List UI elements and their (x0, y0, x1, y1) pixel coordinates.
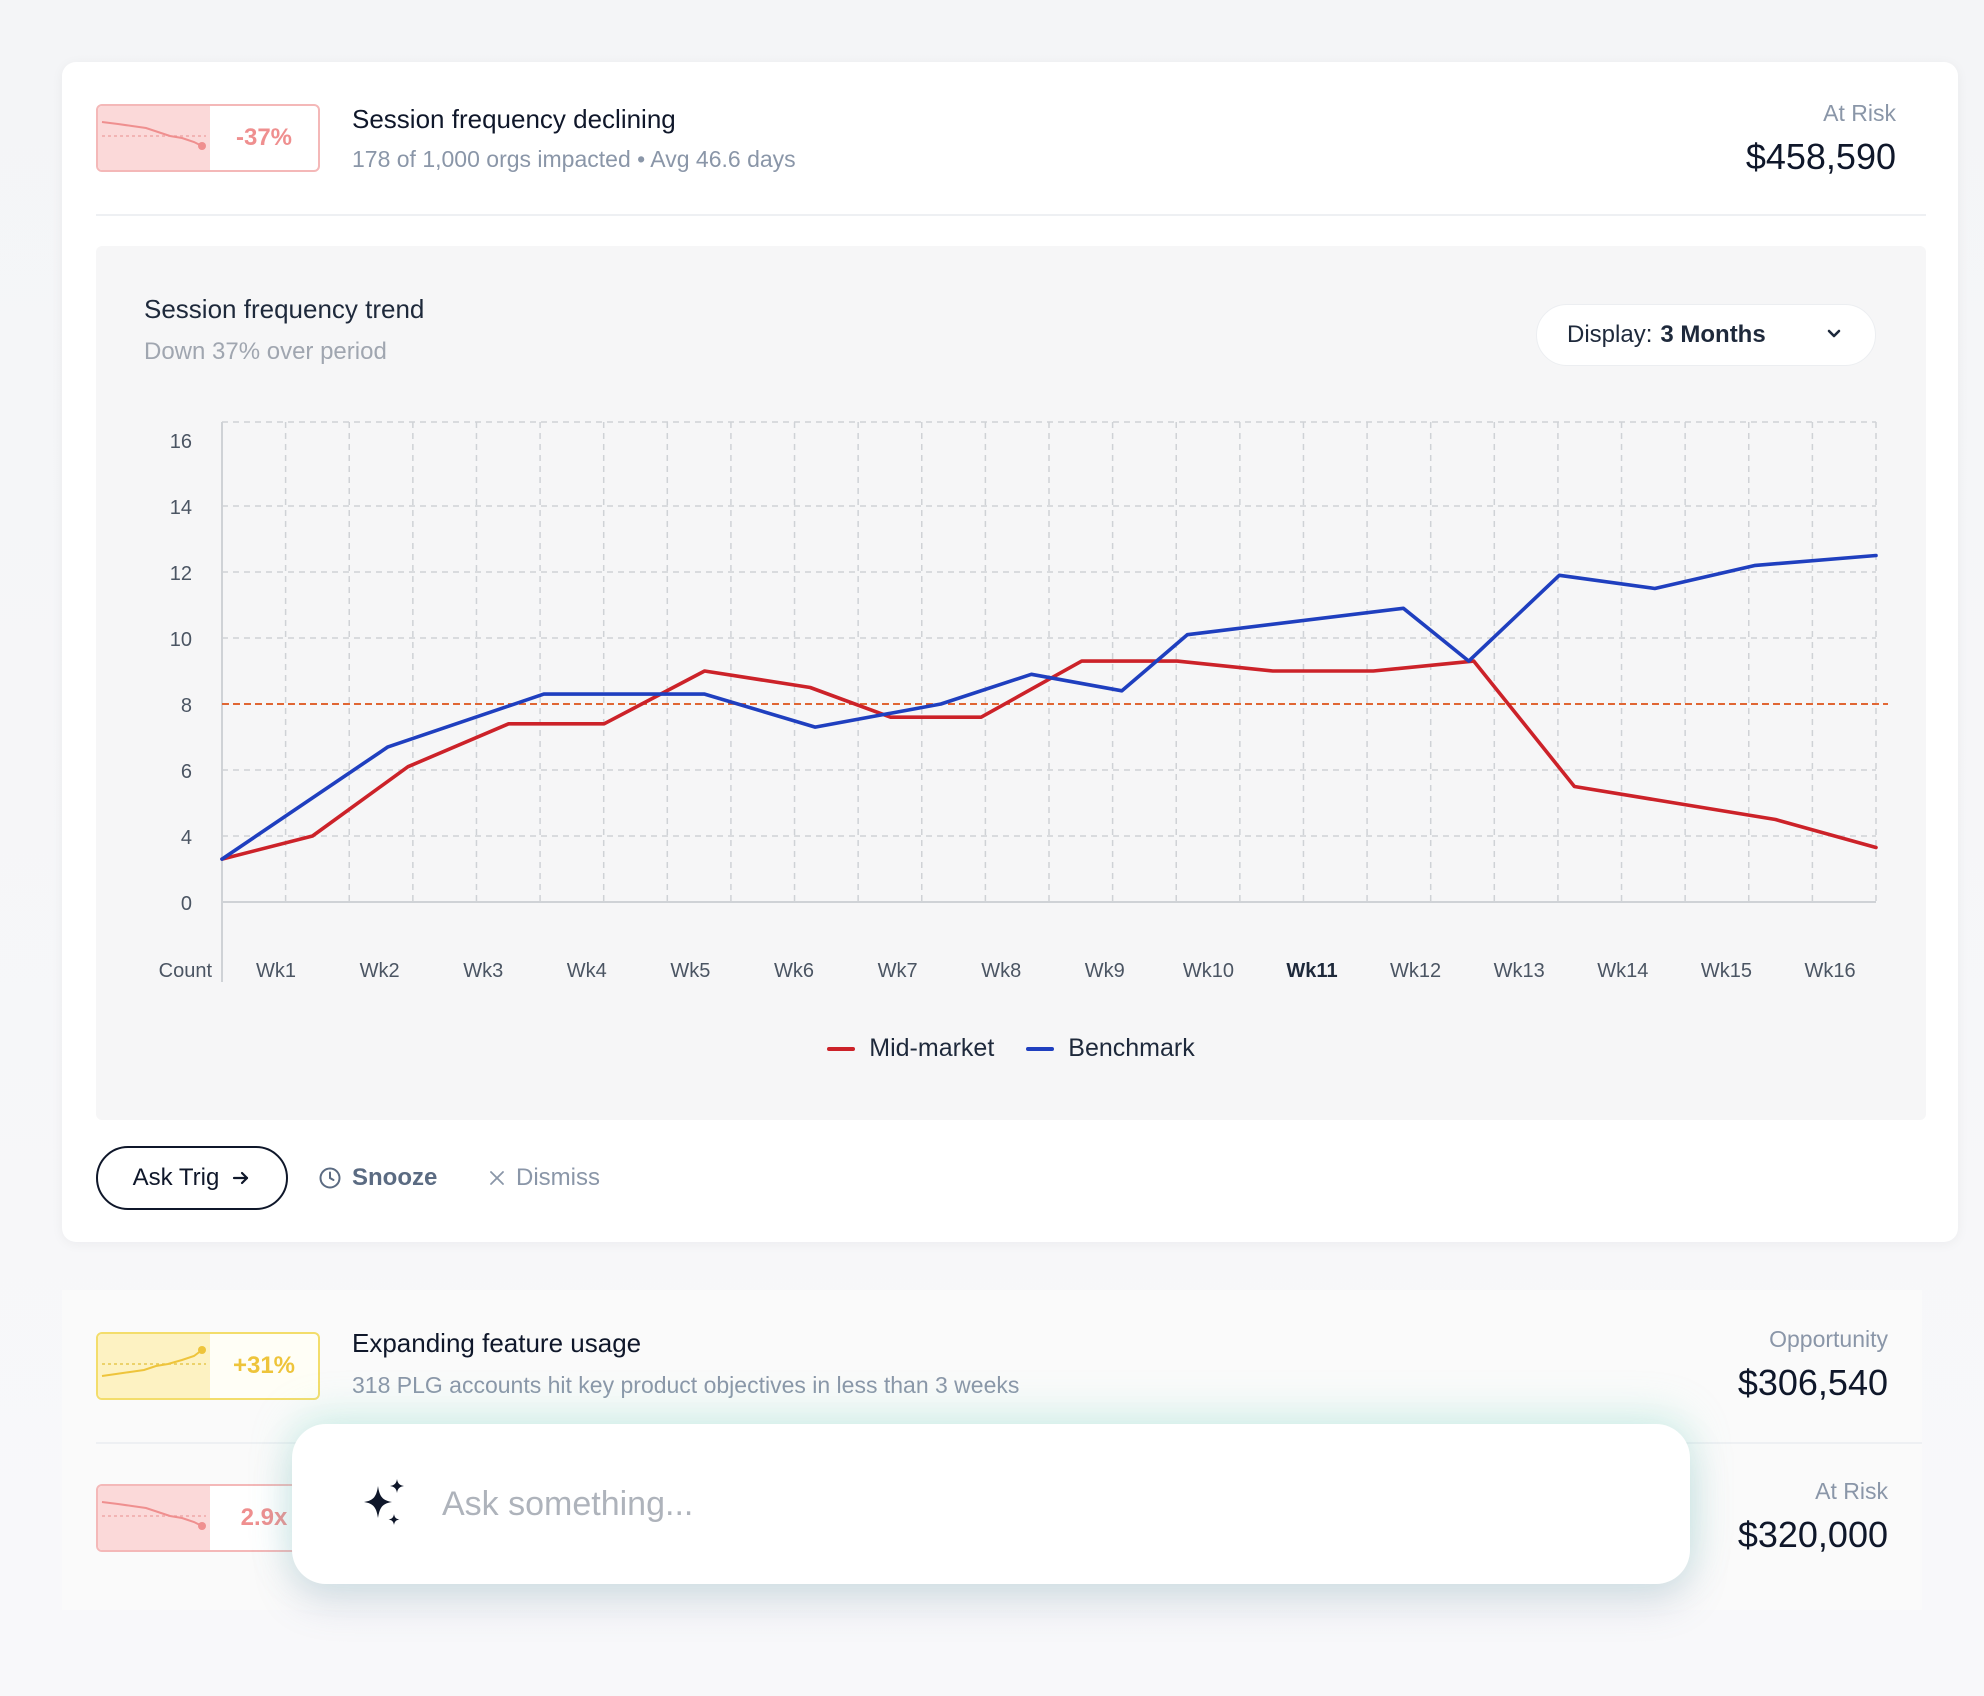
trend-badge-value: +31% (232, 1352, 296, 1379)
chart-legend: Mid-market Benchmark (96, 1034, 1926, 1063)
display-select-label: Display: (1567, 321, 1653, 348)
legend-swatch (827, 1046, 856, 1051)
sparkline-plot (98, 106, 210, 170)
ask-input[interactable] (442, 1464, 1622, 1544)
display-range-select[interactable]: Display: 3 Months (1536, 304, 1876, 366)
x-tick-label: Wk14 (1597, 960, 1648, 982)
y-tick-label: 14 (170, 497, 192, 519)
snooze-label: Snooze (352, 1164, 438, 1191)
series-line-benchmark (220, 553, 1878, 861)
x-tick-label: Wk1 (256, 960, 296, 982)
alert-subtitle: 178 of 1,000 orgs impacted • Avg 46.6 da… (352, 146, 796, 172)
arrow-right-icon (233, 1171, 249, 1185)
series-line-mid-market (220, 659, 1878, 861)
y-tick-label: 0 (181, 893, 192, 915)
y-tick-label: 12 (170, 563, 192, 585)
x-tick-label: Wk2 (360, 960, 400, 982)
legend-label: Mid-market (869, 1034, 995, 1062)
x-tick-label: Wk13 (1494, 960, 1545, 982)
ask-trig-label: Ask Trig (132, 1164, 220, 1191)
x-tick-label: Wk12 (1390, 960, 1441, 982)
chart-subtitle: Down 37% over period (144, 338, 387, 365)
legend-item: Benchmark (1026, 1034, 1195, 1063)
x-tick-label: Wk15 (1701, 960, 1752, 982)
sparkle-icon (364, 1479, 404, 1525)
trend-badge-value: -37% (235, 124, 293, 151)
y-tick-label: 8 (181, 695, 192, 717)
chevron-down-icon (1827, 329, 1841, 338)
display-select-value: 3 Months (1660, 321, 1766, 348)
trend-badge-value: 2.9x (240, 1504, 288, 1531)
metric-value: $458,590 (1745, 136, 1896, 177)
metric-label: At Risk (1815, 1478, 1888, 1504)
metric-label: At Risk (1823, 100, 1896, 126)
trend-sparkline-badge: 2.9x (96, 1484, 320, 1552)
x-tick-label: Wk11 (1286, 960, 1337, 982)
trend-sparkline-badge: +31% (96, 1332, 320, 1400)
header-divider (96, 214, 1926, 216)
y-tick-label: 16 (170, 431, 192, 453)
y-tick-label: 4 (181, 827, 192, 849)
close-icon (490, 1171, 504, 1185)
dismiss-label: Dismiss (516, 1164, 600, 1191)
sparkline-plot (98, 1486, 210, 1550)
legend-label: Benchmark (1068, 1034, 1195, 1062)
x-tick-label: Wk4 (567, 960, 607, 982)
legend-item: Mid-market (827, 1034, 994, 1063)
x-tick-label: Wk6 (774, 960, 814, 982)
x-tick-label: Wk9 (1085, 960, 1125, 982)
dismiss-button[interactable]: Dismiss (488, 1150, 600, 1206)
ask-trig-button[interactable]: Ask Trig (96, 1146, 288, 1210)
x-tick-label: Wk8 (981, 960, 1021, 982)
y-tick-label: 6 (181, 761, 192, 783)
chart-title: Session frequency trend (144, 294, 425, 324)
y-axis-label: Count (159, 960, 213, 982)
metric-label: Opportunity (1769, 1326, 1888, 1352)
x-tick-label: Wk16 (1804, 960, 1855, 982)
x-tick-label: Wk10 (1183, 960, 1234, 982)
metric-value: $306,540 (1737, 1362, 1888, 1403)
y-tick-label: 10 (170, 629, 192, 651)
snooze-button[interactable]: Snooze (318, 1150, 437, 1206)
line-chart: 0 4 6 8 10 12 14 16 Count Wk1 Wk2 Wk3 Wk4 Wk5 Wk6 Wk7 Wk… (159, 421, 1888, 982)
trend-sparkline-badge: -37% (96, 104, 320, 172)
alert-subtitle: 318 PLG accounts hit key product objecti… (352, 1372, 1020, 1398)
chart-panel: Session frequency trend Down 37% over pe… (96, 246, 1926, 1120)
clock-icon (319, 1167, 341, 1189)
x-tick-label: Wk5 (670, 960, 710, 982)
legend-swatch (1026, 1046, 1055, 1051)
alert-title: Session frequency declining (352, 104, 676, 134)
alert-title: Expanding feature usage (352, 1328, 642, 1358)
ask-bar (292, 1424, 1690, 1584)
x-tick-label: Wk3 (463, 960, 503, 982)
sparkline-plot (98, 1334, 210, 1398)
x-tick-label: Wk7 (878, 960, 918, 982)
metric-value: $320,000 (1737, 1514, 1888, 1555)
